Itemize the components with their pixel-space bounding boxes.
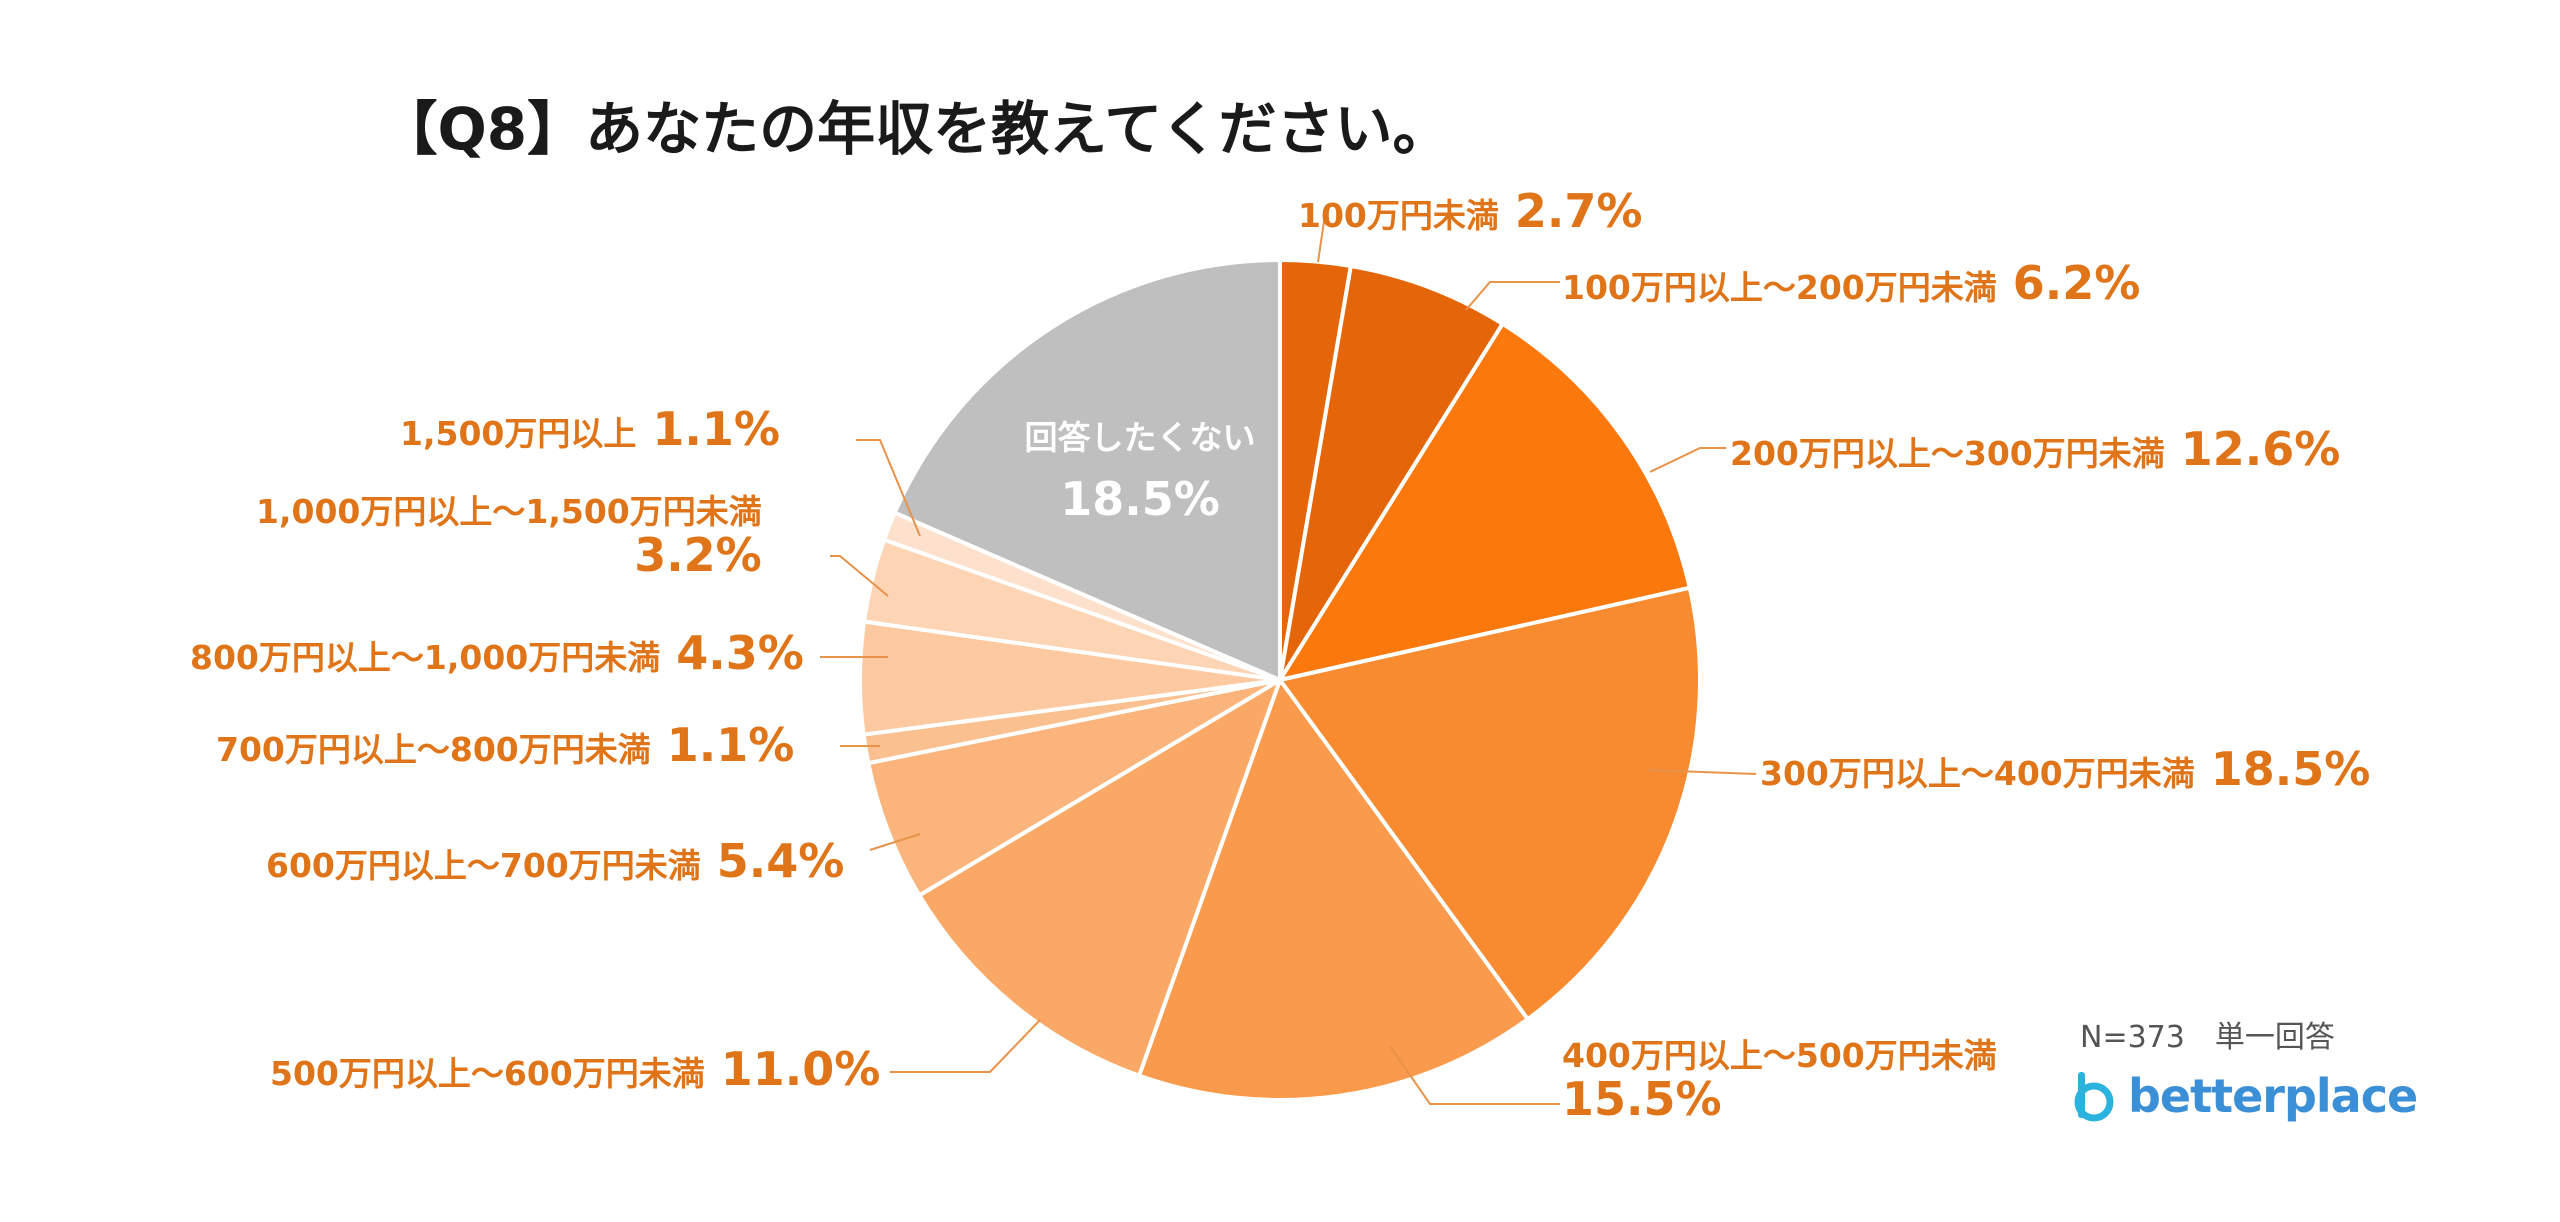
pie-slice bbox=[892, 257, 1282, 684]
leader-line bbox=[869, 833, 921, 851]
label-400-500: 400万円以上～500万円未満 15.5% bbox=[1562, 1036, 1997, 1127]
leader-line bbox=[856, 439, 921, 537]
sample-note: N=373 単一回答 bbox=[2080, 1020, 2335, 1055]
leader-line bbox=[1317, 207, 1327, 263]
pie-slice bbox=[916, 675, 1284, 1079]
label-600-700: 600万円以上～700万円未満 5.4% bbox=[266, 834, 845, 888]
brand-logo: betterplace bbox=[2072, 1068, 2418, 1124]
pie-slice bbox=[1275, 321, 1693, 684]
pie-slice bbox=[1278, 263, 1506, 682]
leader-line bbox=[830, 555, 889, 597]
leader-line bbox=[890, 1019, 1041, 1073]
label-800-1000: 800万円以上～1,000万円未満 4.3% bbox=[190, 626, 804, 680]
pie-slice bbox=[865, 678, 1282, 899]
chart-title: 【Q8】あなたの年収を教えてください。 bbox=[379, 95, 1451, 163]
label-200-300: 200万円以上～300万円未満 12.6% bbox=[1730, 422, 2341, 476]
label-lt100: 100万円未満 2.7% bbox=[1298, 184, 1643, 238]
label-1000-1500: 1,000万円以上～1,500万円未満 3.2% bbox=[256, 492, 762, 583]
label-500-600: 500万円以上～600万円未満 11.0% bbox=[270, 1042, 881, 1096]
leader-line bbox=[1465, 281, 1560, 311]
label-700-800: 700万円以上～800万円未満 1.1% bbox=[216, 718, 795, 772]
leader-line bbox=[1649, 447, 1726, 473]
label-100-200: 100万円以上～200万円未満 6.2% bbox=[1562, 256, 2141, 310]
pie-slice bbox=[1136, 675, 1531, 1102]
pie-slice bbox=[1276, 585, 1702, 1022]
brand-mark-icon bbox=[2074, 1072, 2114, 1122]
label-gt1500: 1,500万円以上 1.1% bbox=[400, 402, 780, 456]
leader-line bbox=[1647, 769, 1757, 775]
leader-line bbox=[1389, 1045, 1560, 1105]
label-no-answer: 回答したくない 18.5% bbox=[1024, 418, 1256, 527]
brand-name: betterplace bbox=[2128, 1069, 2418, 1123]
label-300-400: 300万円以上～400万円未満 18.5% bbox=[1760, 742, 2371, 796]
